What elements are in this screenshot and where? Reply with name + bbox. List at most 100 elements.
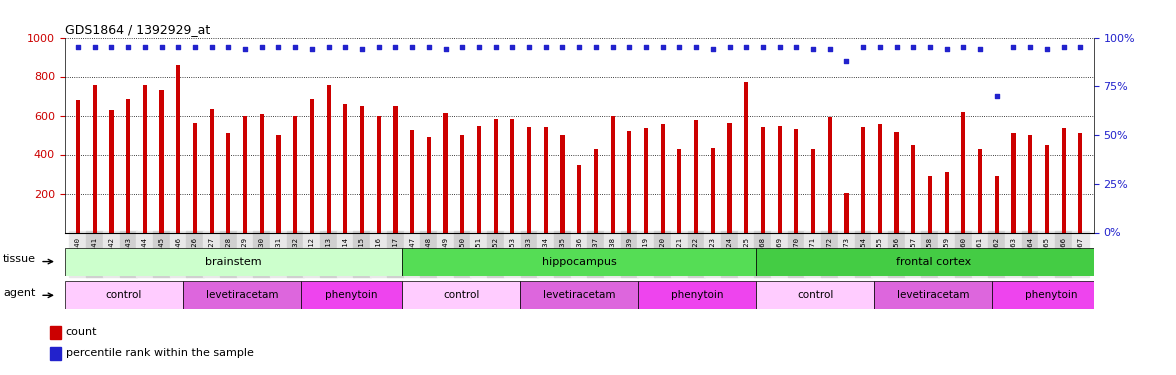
Bar xyxy=(65,281,182,309)
Text: frontal cortex: frontal cortex xyxy=(896,256,971,267)
Point xyxy=(887,44,906,50)
Bar xyxy=(610,116,615,232)
Bar xyxy=(510,119,514,232)
Bar xyxy=(844,192,849,232)
Point xyxy=(904,44,923,50)
Point xyxy=(803,46,822,52)
Bar xyxy=(443,112,448,232)
Point xyxy=(954,44,973,50)
Bar xyxy=(393,106,397,232)
Bar xyxy=(895,132,898,232)
Bar xyxy=(402,281,520,309)
Point xyxy=(654,44,673,50)
Point xyxy=(186,44,205,50)
Point xyxy=(169,44,188,50)
Point xyxy=(202,44,221,50)
Bar xyxy=(309,99,314,232)
Point xyxy=(503,44,522,50)
Point xyxy=(235,46,254,52)
Point xyxy=(970,46,989,52)
Point xyxy=(787,44,806,50)
Bar xyxy=(661,124,664,232)
Point xyxy=(219,44,238,50)
Point xyxy=(821,46,840,52)
Text: agent: agent xyxy=(4,288,35,297)
Bar xyxy=(639,281,756,309)
Text: phenytoin: phenytoin xyxy=(326,290,377,300)
Bar xyxy=(476,126,481,232)
Point xyxy=(286,44,305,50)
Point xyxy=(253,44,272,50)
Bar xyxy=(710,148,715,232)
Text: GDS1864 / 1392929_at: GDS1864 / 1392929_at xyxy=(65,23,211,36)
Text: percentile rank within the sample: percentile rank within the sample xyxy=(66,348,254,358)
Bar xyxy=(376,116,381,232)
Bar xyxy=(756,281,875,309)
Bar xyxy=(911,145,915,232)
Point xyxy=(1004,44,1023,50)
Bar xyxy=(794,129,799,232)
Point xyxy=(587,44,606,50)
Point xyxy=(636,44,655,50)
Bar xyxy=(828,117,831,232)
Text: phenytoin: phenytoin xyxy=(671,290,723,300)
Point xyxy=(703,46,722,52)
Text: hippocampus: hippocampus xyxy=(542,256,616,267)
Bar xyxy=(49,326,61,339)
Point xyxy=(68,44,87,50)
Bar xyxy=(744,82,748,232)
Point xyxy=(570,44,589,50)
Bar xyxy=(293,117,298,232)
Bar xyxy=(561,135,564,232)
Text: control: control xyxy=(443,290,480,300)
Point xyxy=(520,44,539,50)
Point xyxy=(386,44,405,50)
Bar xyxy=(527,127,532,232)
Bar xyxy=(1062,128,1065,232)
Bar xyxy=(427,137,430,232)
Point xyxy=(620,44,639,50)
Text: levetiracetam: levetiracetam xyxy=(206,290,278,300)
Point xyxy=(553,44,572,50)
Point xyxy=(1054,44,1073,50)
Bar xyxy=(460,135,465,232)
Bar xyxy=(343,104,347,232)
Bar xyxy=(410,130,414,232)
Text: tissue: tissue xyxy=(4,254,36,264)
Bar xyxy=(301,281,402,309)
Bar xyxy=(1078,133,1082,232)
Bar xyxy=(109,110,114,232)
Point xyxy=(469,44,488,50)
Bar xyxy=(877,124,882,232)
Bar xyxy=(182,281,301,309)
Text: brainstem: brainstem xyxy=(205,256,262,267)
Text: phenytoin: phenytoin xyxy=(1025,290,1077,300)
Bar xyxy=(1044,145,1049,232)
Bar xyxy=(694,120,699,232)
Point xyxy=(1037,46,1056,52)
Point xyxy=(837,58,856,64)
Bar xyxy=(276,135,281,232)
Point xyxy=(453,44,472,50)
Point xyxy=(536,44,555,50)
Bar xyxy=(756,248,1110,276)
Point xyxy=(135,44,154,50)
Point xyxy=(119,44,138,50)
Point xyxy=(353,46,372,52)
Text: levetiracetam: levetiracetam xyxy=(897,290,970,300)
Text: levetiracetam: levetiracetam xyxy=(543,290,615,300)
Text: count: count xyxy=(66,327,98,338)
Bar xyxy=(861,127,866,232)
Point xyxy=(486,44,505,50)
Bar xyxy=(160,90,163,232)
Bar xyxy=(677,148,682,232)
Bar xyxy=(193,123,198,232)
Bar xyxy=(961,112,965,232)
Point xyxy=(670,44,689,50)
Bar xyxy=(402,248,756,276)
Point xyxy=(86,44,105,50)
Point xyxy=(720,44,739,50)
Bar xyxy=(76,100,80,232)
Bar xyxy=(1011,133,1016,232)
Bar xyxy=(577,165,581,232)
